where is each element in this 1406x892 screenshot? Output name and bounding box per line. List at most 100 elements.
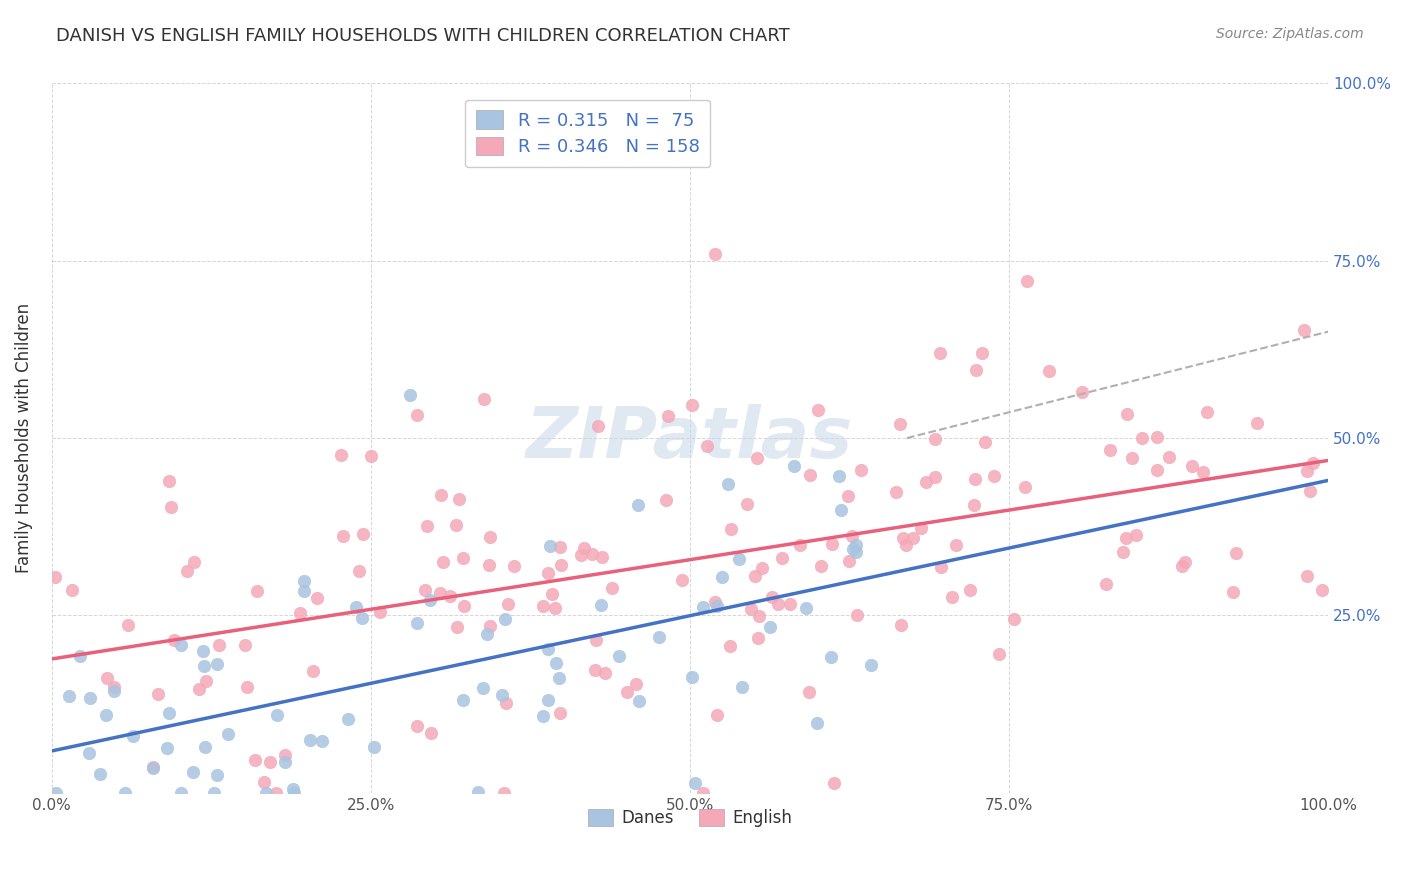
Point [1095, 577, 1118, 591]
Point [797, 685, 820, 699]
Point [894, 538, 917, 552]
Point [475, 626, 498, 640]
Point [654, 493, 676, 508]
Point [711, 570, 734, 584]
Point [761, 590, 783, 604]
Point [415, 519, 437, 533]
Point [413, 582, 436, 597]
Point [292, 574, 315, 588]
Point [266, 707, 288, 722]
Point [447, 491, 470, 506]
Point [717, 477, 740, 491]
Point [783, 459, 806, 474]
Point [202, 786, 225, 800]
Point [548, 672, 571, 686]
Point [845, 538, 868, 552]
Point [96, 671, 118, 685]
Point [531, 599, 554, 613]
Point [1159, 450, 1181, 465]
Point [859, 657, 882, 672]
Point [1299, 483, 1322, 498]
Point [799, 468, 821, 483]
Point [830, 503, 852, 517]
Point [259, 756, 281, 770]
Point [181, 765, 204, 780]
Text: DANISH VS ENGLISH FAMILY HOUSEHOLDS WITH CHILDREN CORRELATION CHART: DANISH VS ENGLISH FAMILY HOUSEHOLDS WITH… [56, 27, 790, 45]
Point [1296, 464, 1319, 478]
Point [273, 747, 295, 762]
Point [846, 607, 869, 622]
Point [494, 612, 516, 626]
Point [807, 403, 830, 417]
Point [929, 560, 952, 574]
Point [1115, 532, 1137, 546]
Y-axis label: Family Households with Children: Family Households with Children [15, 303, 32, 573]
Point [845, 545, 868, 559]
Point [915, 475, 938, 489]
Point [283, 782, 305, 797]
Point [692, 599, 714, 614]
Point [821, 537, 844, 551]
Point [217, 727, 239, 741]
Point [58, 689, 80, 703]
Point [740, 601, 762, 615]
Point [451, 693, 474, 707]
Point [628, 694, 651, 708]
Point [479, 618, 502, 632]
Point [1146, 462, 1168, 476]
Point [146, 687, 169, 701]
Point [703, 595, 725, 609]
Point [965, 363, 987, 377]
Point [1112, 545, 1135, 559]
Point [1174, 555, 1197, 569]
Point [332, 528, 354, 542]
Point [983, 469, 1005, 483]
Point [572, 541, 595, 556]
Point [94, 708, 117, 723]
Legend: Danes, English: Danes, English [581, 803, 799, 834]
Point [77, 746, 100, 760]
Point [274, 755, 297, 769]
Point [973, 435, 995, 450]
Point [972, 345, 994, 359]
Point [208, 638, 231, 652]
Point [157, 475, 180, 489]
Point [828, 469, 851, 483]
Point [581, 547, 603, 561]
Point [1296, 569, 1319, 583]
Point [595, 666, 617, 681]
Point [45, 786, 67, 800]
Point [890, 618, 912, 632]
Point [744, 569, 766, 583]
Point [748, 609, 770, 624]
Point [789, 539, 811, 553]
Point [1015, 274, 1038, 288]
Point [681, 398, 703, 412]
Point [370, 605, 392, 619]
Point [193, 658, 215, 673]
Point [1181, 459, 1204, 474]
Point [444, 518, 467, 533]
Point [842, 542, 865, 557]
Point [884, 484, 907, 499]
Point [121, 729, 143, 743]
Point [591, 598, 613, 612]
Point [609, 648, 631, 663]
Point [160, 500, 183, 514]
Point [114, 786, 136, 800]
Point [965, 473, 987, 487]
Point [89, 767, 111, 781]
Point [236, 680, 259, 694]
Point [478, 558, 501, 573]
Point [103, 680, 125, 694]
Point [1070, 385, 1092, 400]
Point [183, 555, 205, 569]
Point [406, 719, 429, 733]
Point [591, 550, 613, 565]
Point [616, 685, 638, 699]
Point [794, 600, 817, 615]
Point [79, 691, 101, 706]
Point [901, 532, 924, 546]
Point [851, 463, 873, 477]
Point [889, 417, 911, 431]
